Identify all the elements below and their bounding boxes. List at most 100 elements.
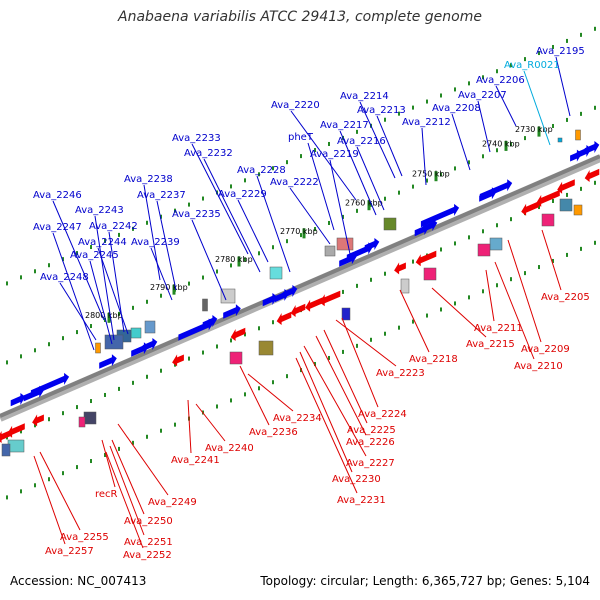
reverse-gene-arrow[interactable] [172,354,184,367]
feature-box[interactable] [130,327,142,339]
forward-gene-label[interactable]: Ava_2195 [536,46,585,57]
reverse-gene-arrow[interactable] [290,303,306,317]
reverse-gene-label[interactable]: Ava_2209 [521,344,570,355]
forward-gene-arrow[interactable] [570,149,582,162]
reverse-gene-label[interactable]: Ava_2225 [347,425,396,436]
reverse-gene-arrow[interactable] [394,262,406,275]
forward-gene-label[interactable]: Ava_2245 [70,250,119,261]
forward-gene-label[interactable]: Ava_2242 [89,221,138,232]
reverse-gene-label[interactable]: Ava_2231 [337,495,386,506]
forward-gene-label[interactable]: Ava_2229 [218,189,267,200]
reverse-gene-label[interactable]: Ava_2224 [358,409,407,420]
forward-gene-label[interactable]: Ava_R0021 [504,60,560,71]
forward-gene-label[interactable]: Ava_2217 [320,120,369,131]
feature-box[interactable] [423,267,437,281]
feature-box[interactable] [489,237,503,251]
reverse-gene-label[interactable]: Ava_2257 [45,546,94,557]
forward-gene-label[interactable]: Ava_2246 [33,190,82,201]
forward-gene-arrow[interactable] [262,293,278,307]
feature-box[interactable] [202,298,208,312]
forward-gene-label[interactable]: Ava_2235 [172,209,221,220]
forward-gene-arrow[interactable] [414,223,430,237]
reverse-gene-arrow[interactable] [276,311,292,325]
forward-gene-label[interactable]: Ava_2219 [310,149,359,160]
reverse-gene-arrow[interactable] [7,423,25,438]
reverse-gene-label[interactable]: Ava_2252 [123,550,172,561]
forward-gene-arrow[interactable] [23,385,45,402]
feature-box[interactable] [559,198,573,212]
forward-gene-arrow[interactable] [223,304,241,319]
reverse-gene-arrow[interactable] [584,168,600,182]
reverse-gene-arrow[interactable] [319,290,341,307]
forward-gene-label[interactable]: Ava_2213 [357,105,406,116]
reverse-gene-label[interactable]: Ava_2223 [376,368,425,379]
forward-gene-arrow[interactable] [131,342,149,357]
forward-gene-arrow[interactable] [339,252,357,267]
forward-gene-label[interactable]: Ava_2233 [172,133,221,144]
feature-box[interactable] [269,266,283,280]
feature-box[interactable] [400,278,410,294]
feature-box[interactable] [7,439,25,453]
reverse-gene-label[interactable]: Ava_2241 [171,455,220,466]
reverse-gene-label[interactable]: Ava_2218 [409,354,458,365]
feature-box[interactable] [229,351,243,365]
reverse-gene-label[interactable]: Ava_2227 [346,458,395,469]
forward-gene-arrow[interactable] [420,203,460,228]
feature-box[interactable] [575,129,581,141]
reverse-gene-label[interactable]: Ava_2230 [332,474,381,485]
forward-gene-label[interactable]: Ava_2214 [340,91,389,102]
feature-box[interactable] [541,213,555,227]
feature-box[interactable] [341,307,351,321]
forward-gene-label[interactable]: Ava_2228 [237,165,286,176]
forward-gene-label[interactable]: Ava_2232 [184,148,233,159]
forward-gene-label[interactable]: Ava_2239 [131,237,180,248]
forward-gene-arrow[interactable] [274,289,290,303]
forward-gene-label[interactable]: Ava_2238 [124,174,173,185]
reverse-gene-arrow[interactable] [305,297,323,312]
feature-box[interactable] [144,320,156,334]
forward-gene-arrow[interactable] [178,318,214,341]
feature-box[interactable] [324,245,336,257]
reverse-gene-label[interactable]: Ava_2226 [346,437,395,448]
reverse-gene-label[interactable]: Ava_2234 [273,413,322,424]
forward-gene-label[interactable]: Ava_2212 [402,117,451,128]
forward-gene-arrow[interactable] [479,187,497,202]
forward-gene-label[interactable]: Ava_2247 [33,222,82,233]
reverse-gene-label[interactable]: Ava_2236 [249,427,298,438]
forward-gene-label[interactable]: Ava_2208 [432,103,481,114]
forward-gene-label[interactable]: Ava_2207 [458,90,507,101]
forward-gene-label[interactable]: Ava_2220 [271,100,320,111]
reverse-gene-label[interactable]: Ava_2251 [124,537,173,548]
reverse-gene-label[interactable]: Ava_2240 [205,443,254,454]
feature-box[interactable] [95,342,101,354]
reverse-gene-arrow[interactable] [415,250,437,267]
feature-box[interactable] [557,137,563,143]
reverse-gene-arrow[interactable] [230,327,246,341]
feature-box[interactable] [477,243,491,257]
reverse-gene-arrow[interactable] [521,201,539,216]
forward-gene-label[interactable]: pheT [288,132,314,143]
forward-gene-label[interactable]: Ava_2222 [270,177,319,188]
feature-box[interactable] [104,334,124,350]
reverse-gene-label[interactable]: Ava_2211 [474,323,523,334]
reverse-gene-label[interactable]: Ava_2215 [466,339,515,350]
reverse-gene-label[interactable]: Ava_2210 [514,361,563,372]
feature-box[interactable] [573,204,583,216]
forward-gene-label[interactable]: Ava_2206 [476,75,525,86]
reverse-gene-arrow[interactable] [557,179,575,194]
feature-box[interactable] [220,288,236,304]
reverse-gene-label[interactable]: recR [95,489,118,500]
forward-gene-arrow[interactable] [10,393,26,407]
forward-gene-label[interactable]: Ava_2243 [75,205,124,216]
reverse-gene-arrow[interactable] [32,414,44,427]
feature-box[interactable] [258,340,274,356]
forward-gene-arrow[interactable] [99,354,117,369]
feature-box[interactable] [83,411,97,425]
forward-gene-label[interactable]: Ava_2216 [337,136,386,147]
reverse-gene-arrow[interactable] [536,189,560,207]
reverse-gene-label[interactable]: Ava_2205 [541,292,590,303]
forward-gene-label[interactable]: Ava_2237 [137,190,186,201]
forward-gene-label[interactable]: Ava_2244 [78,237,127,248]
reverse-gene-arrow[interactable] [0,429,12,443]
forward-gene-label[interactable]: Ava_2248 [40,272,89,283]
